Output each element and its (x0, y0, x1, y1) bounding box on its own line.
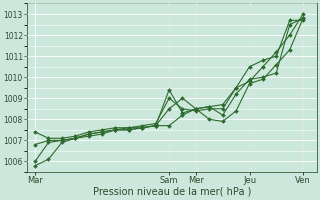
X-axis label: Pression niveau de la mer( hPa ): Pression niveau de la mer( hPa ) (92, 187, 251, 197)
